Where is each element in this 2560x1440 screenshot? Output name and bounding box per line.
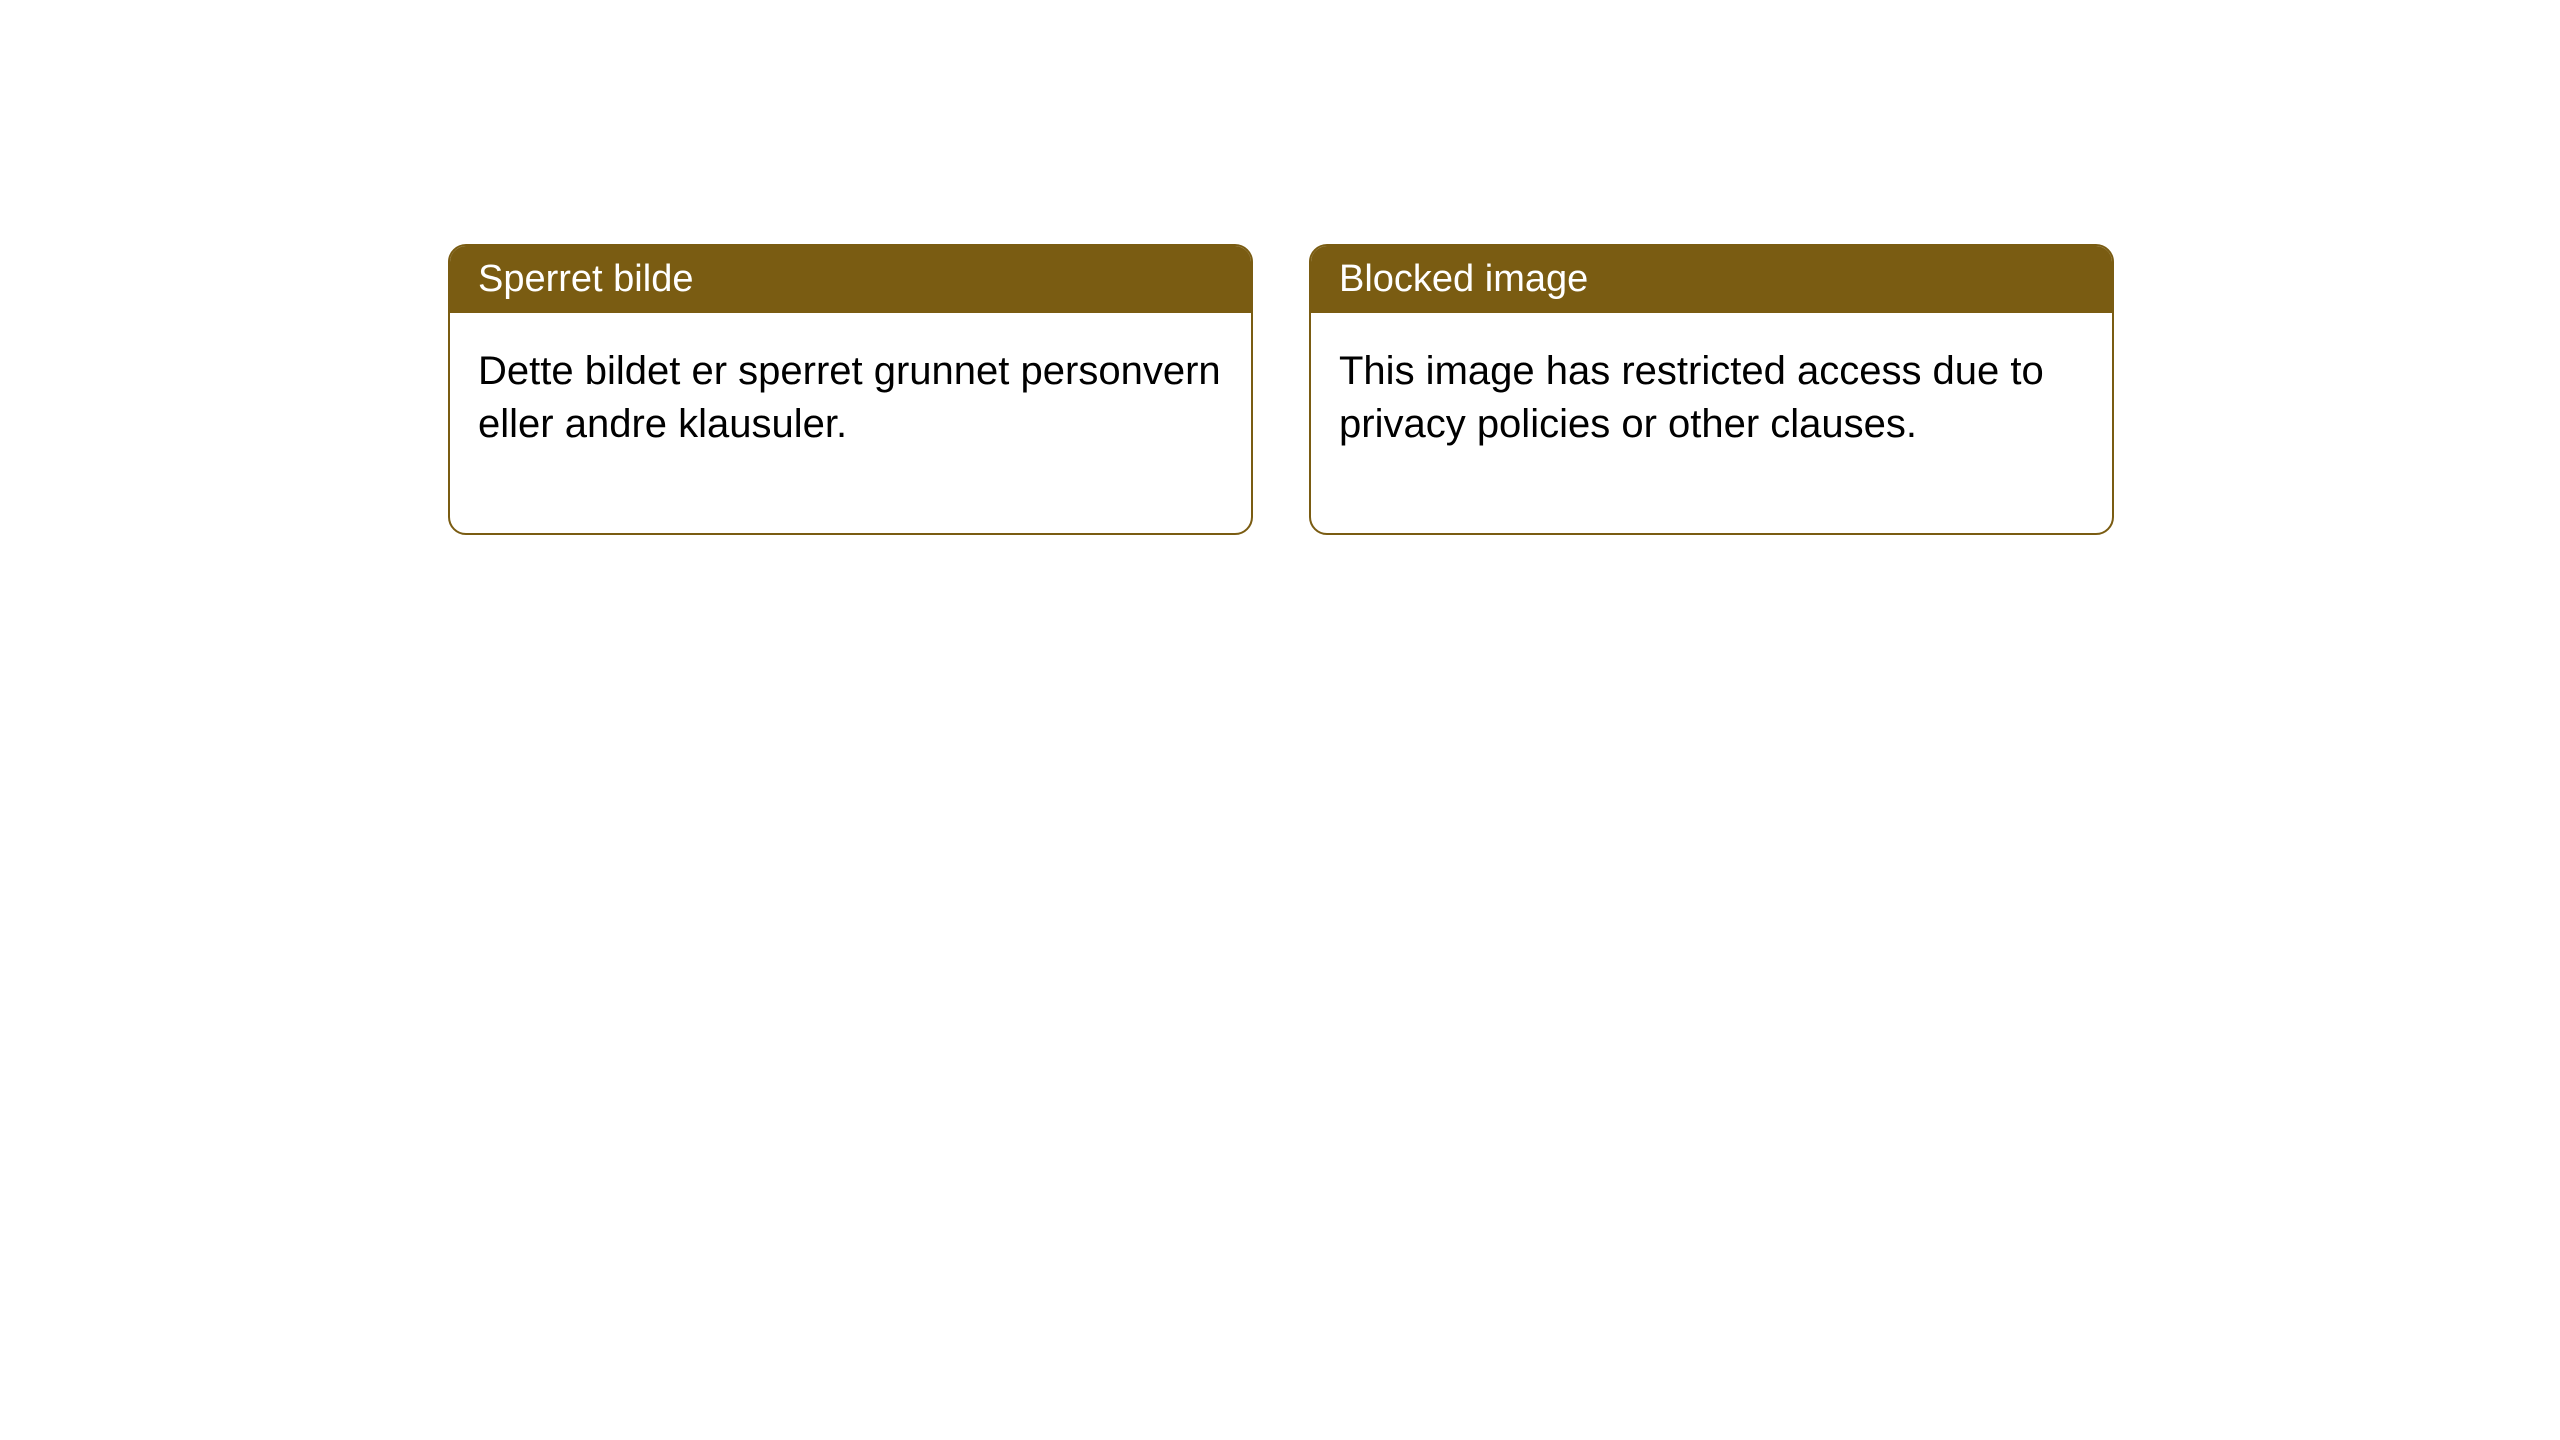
notice-message-en: This image has restricted access due to … [1311,313,2112,533]
notice-message-no: Dette bildet er sperret grunnet personve… [450,313,1251,533]
notice-title-en: Blocked image [1311,246,2112,313]
notice-container: Sperret bilde Dette bildet er sperret gr… [448,244,2114,535]
notice-card-en: Blocked image This image has restricted … [1309,244,2114,535]
notice-card-no: Sperret bilde Dette bildet er sperret gr… [448,244,1253,535]
notice-title-no: Sperret bilde [450,246,1251,313]
